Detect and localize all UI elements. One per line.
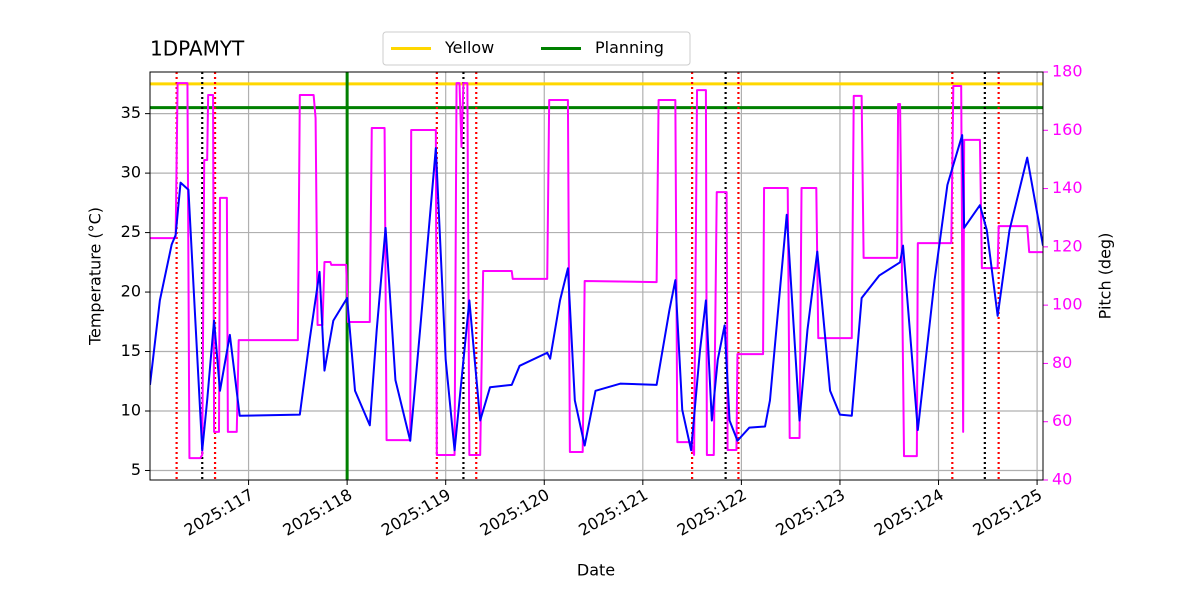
y2-tick-label: 160 — [1052, 120, 1083, 139]
y-tick-label: 25 — [121, 222, 141, 241]
y2-tick-label: 100 — [1052, 295, 1083, 314]
y2-tick-label: 40 — [1052, 470, 1072, 489]
y2-tick-label: 80 — [1052, 353, 1072, 372]
y-tick-label: 30 — [121, 163, 141, 182]
y-tick-label: 5 — [131, 460, 141, 479]
data-line — [150, 134, 1043, 452]
y2-tick-label: 180 — [1052, 62, 1083, 81]
legend-box — [382, 31, 691, 66]
plot-frame — [149, 71, 1044, 481]
y2-axis-label: Pitch (deg) — [1096, 233, 1115, 320]
y2-tick-label: 140 — [1052, 178, 1083, 197]
y-tick-label: 10 — [121, 401, 141, 420]
chart-title: 1DPAMYT — [150, 37, 245, 61]
y-tick-label: 35 — [121, 103, 141, 122]
y-tick-label: 20 — [121, 282, 141, 301]
plot-area — [150, 72, 1043, 480]
legend-label: Planning — [595, 38, 664, 57]
y2-tick-label: 60 — [1052, 411, 1072, 430]
y-axis-label: Temperature (°C) — [86, 207, 105, 346]
x-axis-label: Date — [577, 561, 615, 580]
y2-tick-label: 120 — [1052, 236, 1083, 255]
legend: Yellow Planning — [382, 31, 691, 66]
data-line — [150, 82, 1043, 460]
legend-label: Yellow — [444, 38, 494, 57]
y-tick-label: 15 — [121, 341, 141, 360]
